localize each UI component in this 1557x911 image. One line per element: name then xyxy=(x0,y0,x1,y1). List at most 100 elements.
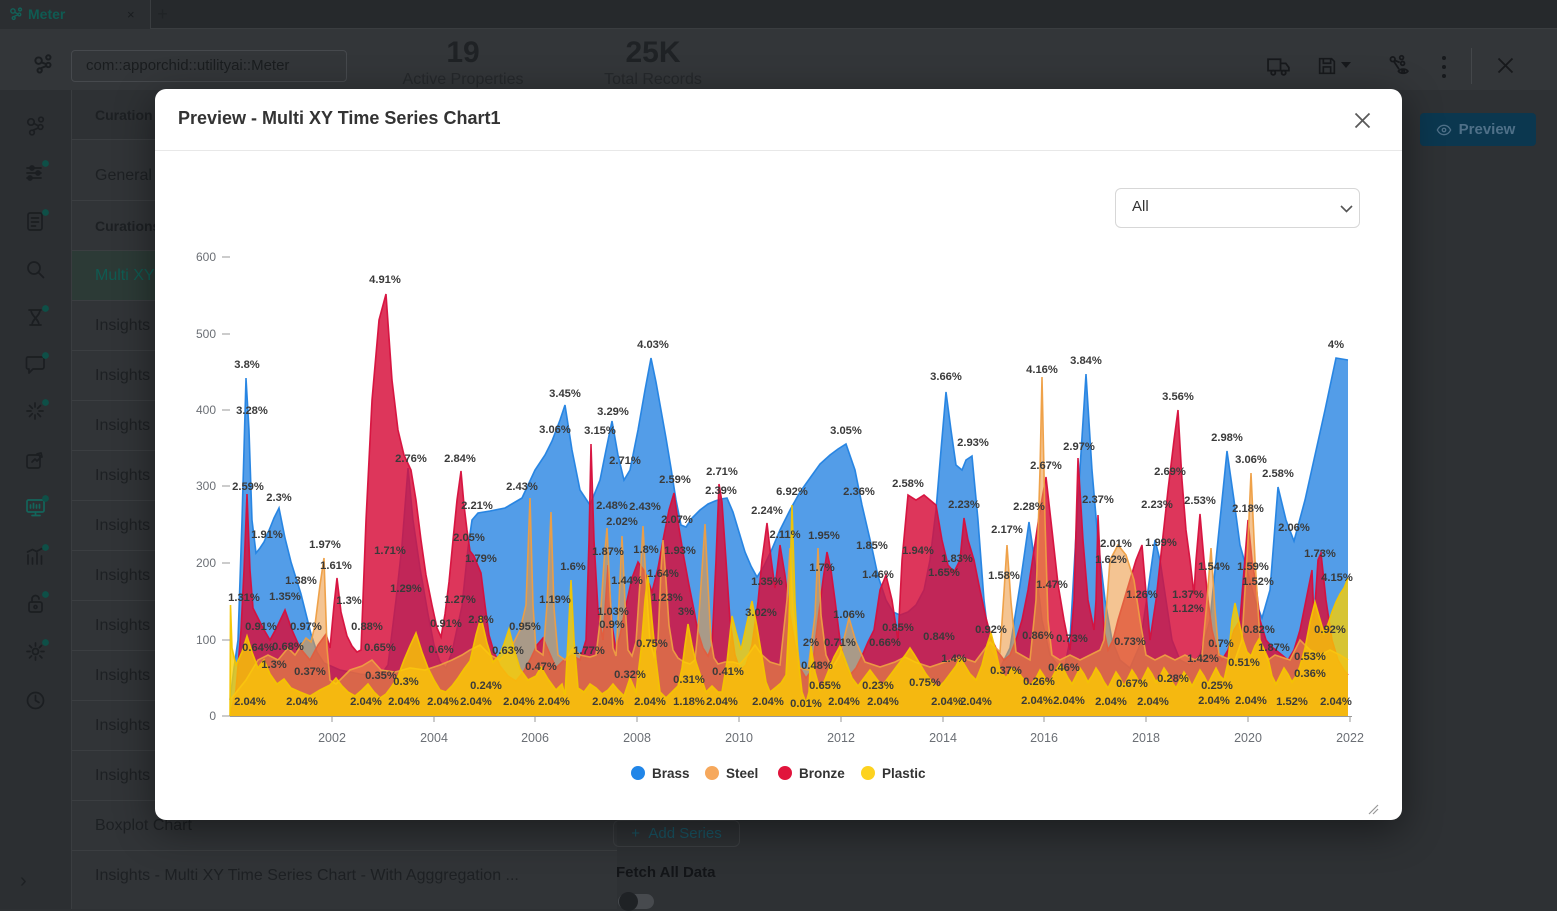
svg-text:1.35%: 1.35% xyxy=(751,576,783,588)
svg-text:2.37%: 2.37% xyxy=(1082,494,1114,506)
svg-text:2.04%: 2.04% xyxy=(388,696,420,708)
svg-text:0.26%: 0.26% xyxy=(1023,676,1055,688)
svg-text:1.58%: 1.58% xyxy=(988,570,1020,582)
svg-text:2.04%: 2.04% xyxy=(867,696,899,708)
svg-text:›: › xyxy=(20,870,27,892)
svg-text:0.23%: 0.23% xyxy=(862,680,894,692)
svg-text:0: 0 xyxy=(209,709,216,723)
svg-text:2.04%: 2.04% xyxy=(427,696,459,708)
svg-text:1.52%: 1.52% xyxy=(1242,576,1274,588)
svg-text:0.31%: 0.31% xyxy=(673,674,705,686)
svg-text:0.88%: 0.88% xyxy=(351,621,383,633)
svg-text:0.37%: 0.37% xyxy=(990,665,1022,677)
svg-text:2.04%: 2.04% xyxy=(960,696,992,708)
svg-text:2022: 2022 xyxy=(1336,731,1364,745)
svg-text:1.37%: 1.37% xyxy=(1172,589,1204,601)
svg-text:1.38%: 1.38% xyxy=(285,575,317,587)
svg-text:4.15%: 4.15% xyxy=(1321,572,1353,584)
svg-text:1.46%: 1.46% xyxy=(862,569,894,581)
svg-text:2.53%: 2.53% xyxy=(1184,495,1216,507)
svg-text:2.71%: 2.71% xyxy=(706,466,738,478)
svg-text:4.16%: 4.16% xyxy=(1026,364,1058,376)
svg-text:2.04%: 2.04% xyxy=(592,696,624,708)
svg-text:1.29%: 1.29% xyxy=(390,583,422,595)
svg-text:2020: 2020 xyxy=(1234,731,1262,745)
svg-text:1.6%: 1.6% xyxy=(560,561,586,573)
svg-text:2.43%: 2.43% xyxy=(629,501,661,513)
svg-text:1.91%: 1.91% xyxy=(251,529,283,541)
svg-text:2.07%: 2.07% xyxy=(661,514,693,526)
svg-text:2.58%: 2.58% xyxy=(1262,468,1294,480)
svg-text:2.3%: 2.3% xyxy=(266,492,292,504)
svg-text:6.92%: 6.92% xyxy=(776,486,808,498)
svg-text:2012: 2012 xyxy=(827,731,855,745)
svg-text:1.35%: 1.35% xyxy=(269,591,301,603)
svg-text:4.91%: 4.91% xyxy=(369,274,401,286)
svg-text:2.48%: 2.48% xyxy=(596,500,628,512)
svg-text:2%: 2% xyxy=(803,637,819,649)
svg-text:0.24%: 0.24% xyxy=(470,680,502,692)
svg-text:0.75%: 0.75% xyxy=(909,677,941,689)
svg-text:1.95%: 1.95% xyxy=(808,530,840,542)
svg-text:2010: 2010 xyxy=(725,731,753,745)
svg-text:1.61%: 1.61% xyxy=(320,560,352,572)
svg-text:3.02%: 3.02% xyxy=(745,607,777,619)
svg-text:1.44%: 1.44% xyxy=(611,575,643,587)
svg-text:0.9%: 0.9% xyxy=(599,619,625,631)
svg-text:2.04%: 2.04% xyxy=(1137,696,1169,708)
svg-text:2.39%: 2.39% xyxy=(705,485,737,497)
svg-text:0.91%: 0.91% xyxy=(245,621,277,633)
svg-text:0.92%: 0.92% xyxy=(975,624,1007,636)
svg-text:1.03%: 1.03% xyxy=(597,606,629,618)
svg-text:2014: 2014 xyxy=(929,731,957,745)
svg-text:2.02%: 2.02% xyxy=(606,516,638,528)
svg-text:0.48%: 0.48% xyxy=(801,660,833,672)
svg-text:1.87%: 1.87% xyxy=(592,546,624,558)
svg-text:0.28%: 0.28% xyxy=(1157,673,1189,685)
svg-text:2004: 2004 xyxy=(420,731,448,745)
svg-text:1.19%: 1.19% xyxy=(539,594,571,606)
svg-text:2.18%: 2.18% xyxy=(1232,503,1264,515)
svg-text:1.4%: 1.4% xyxy=(941,653,967,665)
svg-text:3.66%: 3.66% xyxy=(930,371,962,383)
svg-text:1.62%: 1.62% xyxy=(1095,554,1127,566)
svg-text:3.06%: 3.06% xyxy=(1235,454,1267,466)
svg-text:2018: 2018 xyxy=(1132,731,1160,745)
svg-text:3.29%: 3.29% xyxy=(597,406,629,418)
svg-text:1.3%: 1.3% xyxy=(261,659,287,671)
svg-text:Brass: Brass xyxy=(652,766,690,781)
svg-text:2006: 2006 xyxy=(521,731,549,745)
svg-text:0.65%: 0.65% xyxy=(364,642,396,654)
svg-text:0.71%: 0.71% xyxy=(824,637,856,649)
svg-text:0.97%: 0.97% xyxy=(290,621,322,633)
svg-text:2.05%: 2.05% xyxy=(453,532,485,544)
svg-text:0.25%: 0.25% xyxy=(1201,680,1233,692)
svg-text:2.04%: 2.04% xyxy=(286,696,318,708)
svg-text:0.47%: 0.47% xyxy=(525,661,557,673)
svg-text:2.23%: 2.23% xyxy=(948,499,980,511)
svg-text:1.77%: 1.77% xyxy=(573,645,605,657)
svg-text:1.12%: 1.12% xyxy=(1172,603,1204,615)
svg-text:2.43%: 2.43% xyxy=(506,481,538,493)
svg-text:2.04%: 2.04% xyxy=(1198,695,1230,707)
svg-text:0.35%: 0.35% xyxy=(365,670,397,682)
svg-text:2002: 2002 xyxy=(318,731,346,745)
svg-text:2.04%: 2.04% xyxy=(460,696,492,708)
svg-text:Steel: Steel xyxy=(726,766,758,781)
svg-text:0.68%: 0.68% xyxy=(272,641,304,653)
svg-text:0.85%: 0.85% xyxy=(882,622,914,634)
svg-text:1.73%: 1.73% xyxy=(1304,548,1336,560)
svg-text:1.27%: 1.27% xyxy=(444,594,476,606)
svg-text:2.04%: 2.04% xyxy=(828,696,860,708)
svg-text:1.99%: 1.99% xyxy=(1145,537,1177,549)
svg-text:1.94%: 1.94% xyxy=(902,545,934,557)
svg-text:2.21%: 2.21% xyxy=(461,500,493,512)
svg-text:0.66%: 0.66% xyxy=(869,637,901,649)
svg-text:2.71%: 2.71% xyxy=(609,455,641,467)
svg-text:2.04%: 2.04% xyxy=(752,696,784,708)
svg-text:1.93%: 1.93% xyxy=(664,545,696,557)
svg-text:1.64%: 1.64% xyxy=(647,568,679,580)
svg-text:2.04%: 2.04% xyxy=(931,696,963,708)
svg-text:0.01%: 0.01% xyxy=(790,698,822,710)
svg-text:2.04%: 2.04% xyxy=(234,696,266,708)
